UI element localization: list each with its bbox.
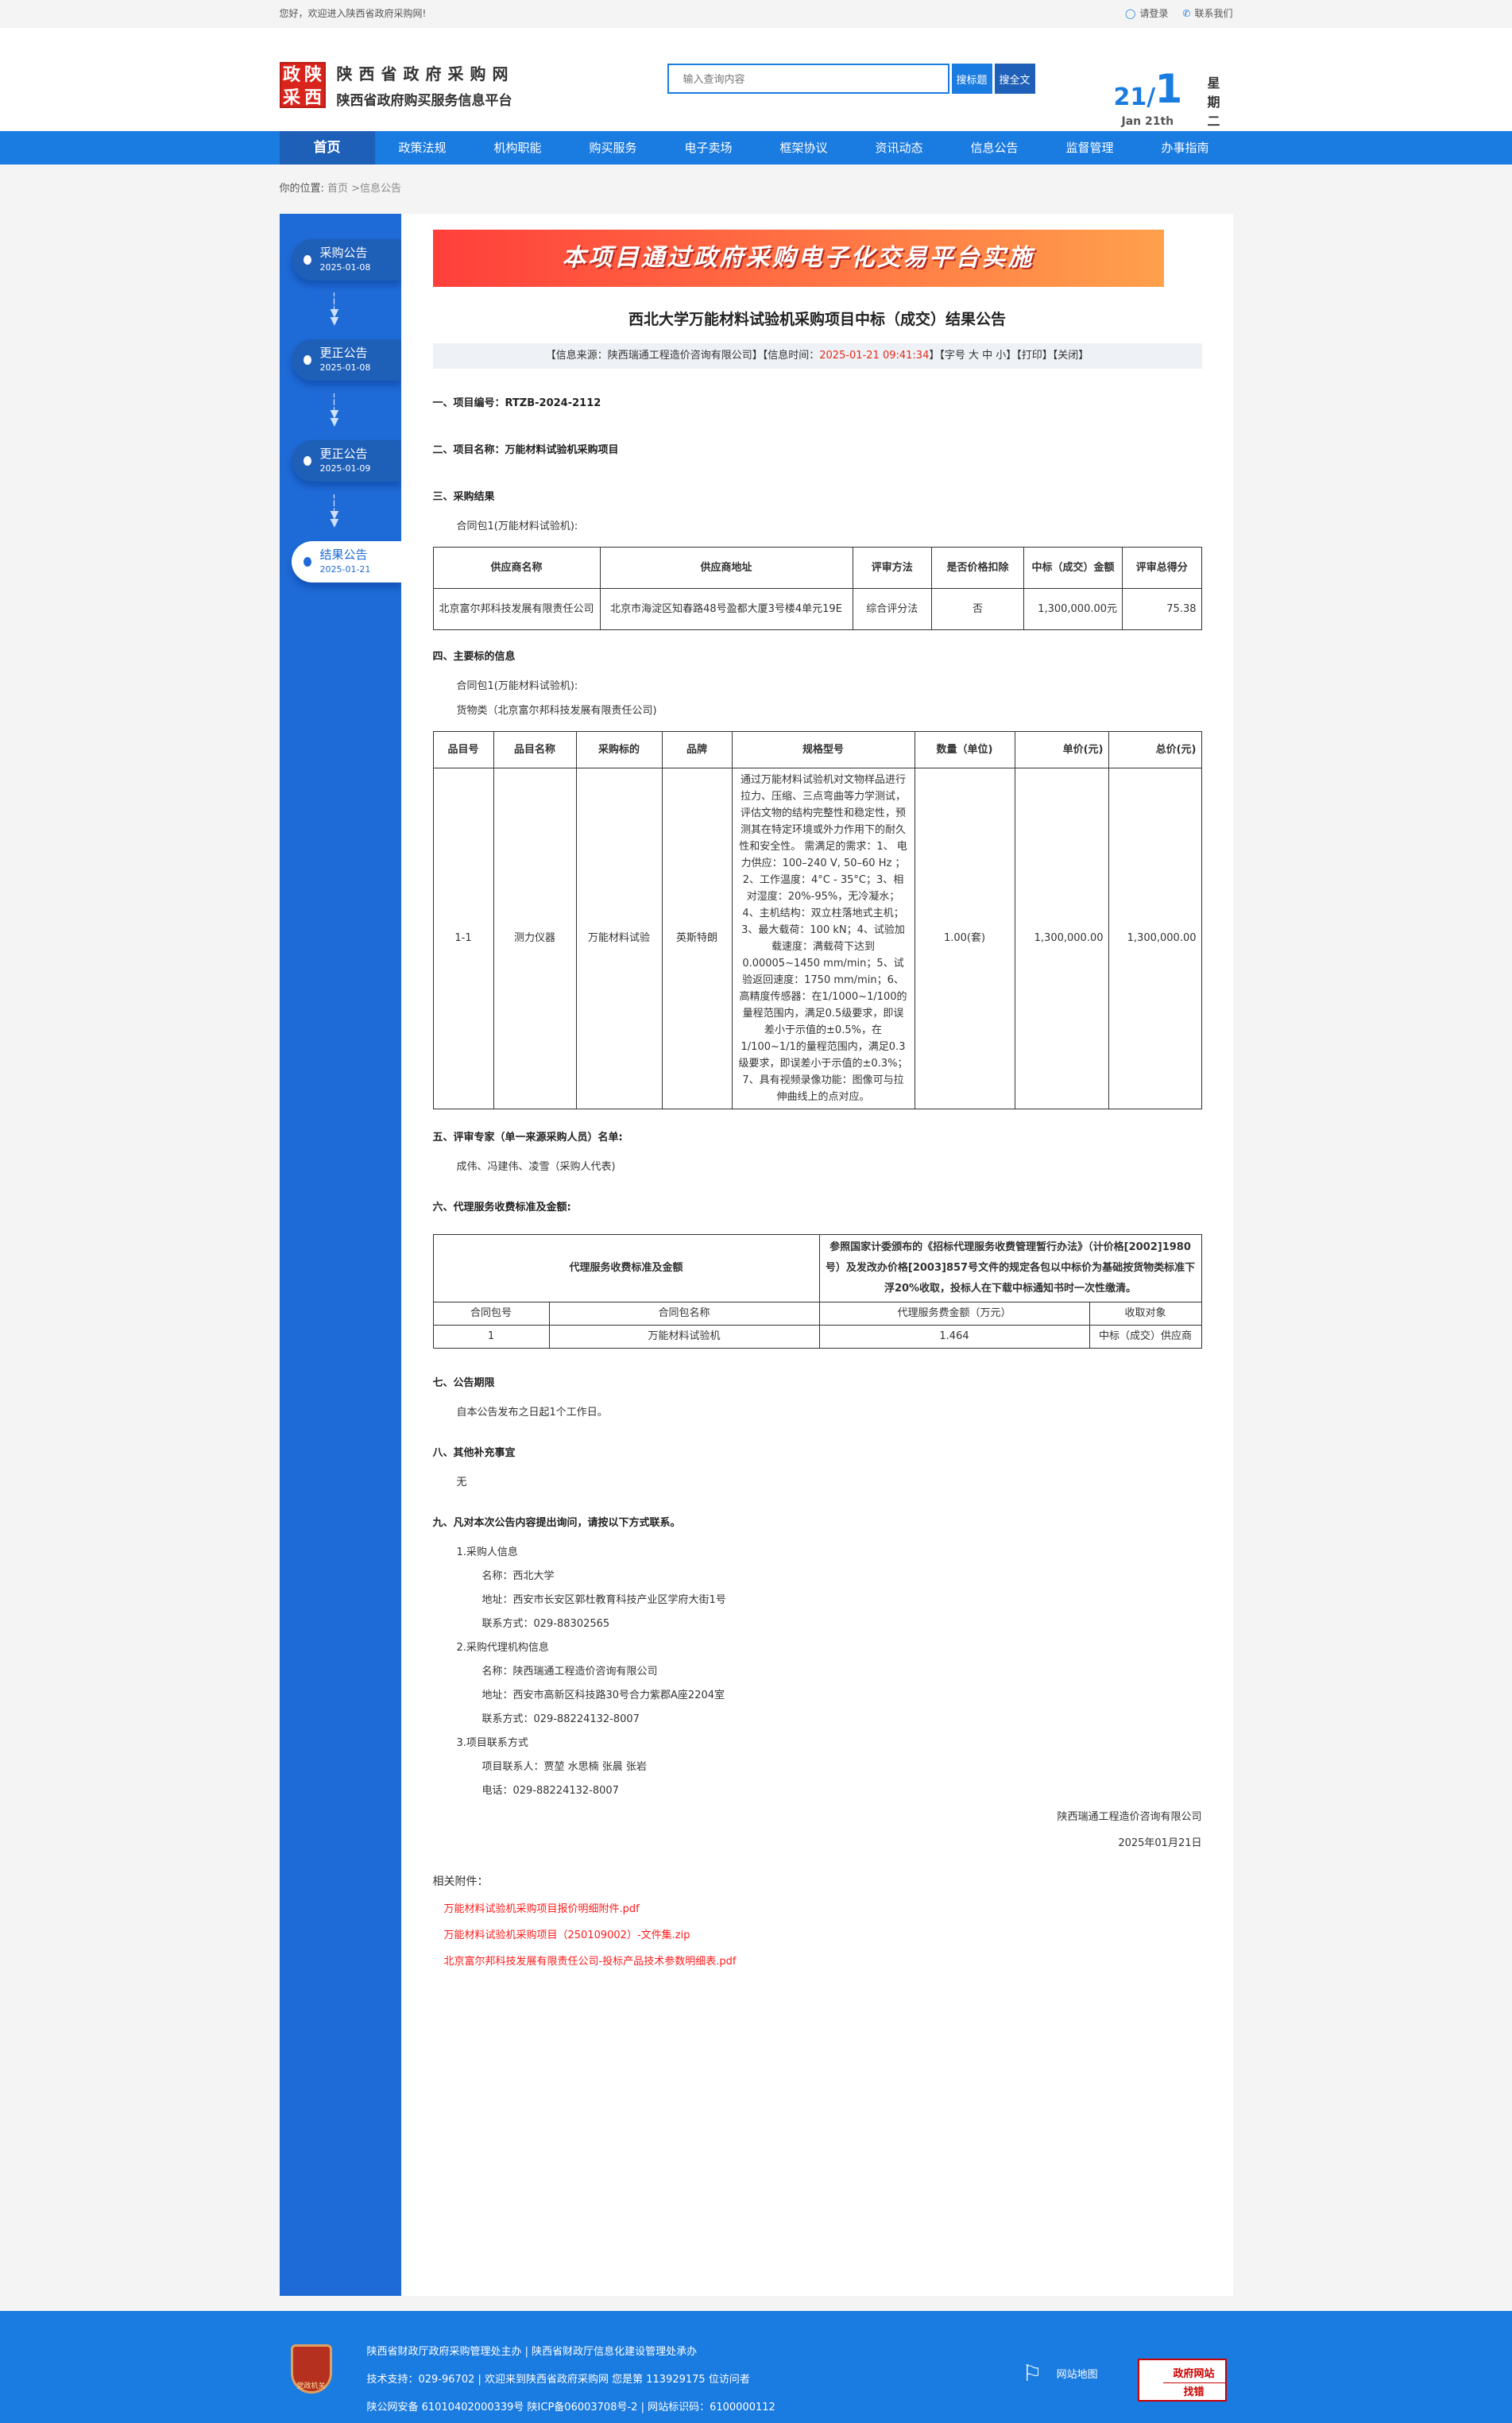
weekday: 星期二 <box>1207 75 1220 129</box>
item-table: 品目号 品目名称 采购标的 品牌 规格型号 数量（单位) 单价(元) 总价(元) 1-1 测力仪… <box>432 731 1202 1109</box>
phone-icon: ✆ <box>1182 8 1191 19</box>
arrow-down-icon: ¦ ¦ ▼ ▼ <box>330 392 339 428</box>
table-row: 北京富尔邦科技发展有限责任公司 北京市海淀区知春路48号盈都大厦3号楼4单元19E… <box>432 588 1202 630</box>
page-title: 西北大学万能材料试验机采购项目中标（成交）结果公告 <box>628 311 1006 328</box>
nav-supervision[interactable]: 监督管理 <box>1065 141 1114 155</box>
platform-banner: 本项目通过政府采购电子化交易平台实施 <box>432 230 1164 287</box>
user-icon: ◯ <box>1124 8 1136 19</box>
login-link[interactable]: ◯ 请登录 <box>1125 0 1168 28</box>
section-8: 八、其他补充事宜 <box>432 1447 516 1459</box>
contact-info: 1.采购人信息 名称：西北大学 地址：西安市长安区郭杜教育科技产业区学府大街1号联… <box>456 1546 726 1797</box>
timeline-item[interactable]: 采购公告 2025-01-08 <box>291 239 401 281</box>
nav-notices[interactable]: 信息公告 <box>970 141 1019 155</box>
nav-org[interactable]: 机构职能 <box>493 141 542 155</box>
signature-org: 陕西瑞通工程造价咨询有限公司 <box>1057 1811 1202 1823</box>
timeline-item[interactable]: 更正公告 2025-01-08 <box>291 339 401 381</box>
nav-services[interactable]: 购买服务 <box>589 141 637 155</box>
attachments: 相关附件： 万能材料试验机采购项目报价明细附件.pdf 万能材料试验机采购项目（… <box>433 1873 1202 1968</box>
timeline-item-current[interactable]: 结果公告 2025-01-21 <box>291 541 401 583</box>
table-row: 1 万能材料试验机 1.464 中标（成交）供应商 <box>432 1325 1202 1349</box>
section-2: 二、项目名称：万能材料试验机采购项目 <box>432 444 619 456</box>
search-input[interactable] <box>667 64 949 94</box>
breadcrumb: 你的位置: 首页 >信息公告 <box>279 183 402 195</box>
info-time: 2025-01-21 09:41:34 <box>819 350 930 362</box>
nav-news[interactable]: 资讯动态 <box>875 141 923 155</box>
timeline-sidebar: 采购公告 2025-01-08 ¦ ¦ ▼ ▼ 更正公告 2025-01-08 ¦ ¦ ▼ ▼ … <box>279 214 401 2296</box>
search-bar: 搜标题 搜全文 <box>667 64 1035 94</box>
nav-guide[interactable]: 办事指南 <box>1161 141 1209 155</box>
top-bar: 您好，欢迎进入陕西省政府采购网! ◯ 请登录 ✆ 联系我们 <box>0 0 1512 28</box>
contact-link[interactable]: ✆ 联系我们 <box>1182 0 1232 28</box>
main-nav: 首页 政策法规 机构职能 购买服务 电子卖场 框架协议 资讯动态 信息公告 监督… <box>0 131 1512 165</box>
section-6: 六、代理服务收费标准及金额: <box>432 1202 571 1213</box>
dot-icon <box>303 557 311 567</box>
nav-home[interactable]: 首页 <box>279 131 375 165</box>
site-name: 陕西省政府采购网 <box>336 64 515 83</box>
gov-error-report-button[interactable]: 政府网站 找错 <box>1137 2359 1227 2402</box>
dot-icon <box>303 355 311 365</box>
attachment-link[interactable]: 北京富尔邦科技发展有限责任公司-投标产品技术参数明细表.pdf <box>443 1956 737 1968</box>
nav-emall[interactable]: 电子卖场 <box>684 141 733 155</box>
notice-content: 本项目通过政府采购电子化交易平台实施 西北大学万能材料试验机采购项目中标（成交）… <box>400 214 1233 2296</box>
footer: 党政机关 陕西省财政厅政府采购管理处主办 | 陕西省财政厅信息化建设管理处承办 … <box>0 2311 1512 2423</box>
search-fulltext-button[interactable]: 搜全文 <box>994 64 1035 94</box>
site-logo[interactable]: 政陕采西 陕西省政府采购网 陕西省政府购买服务信息平台 <box>279 61 515 109</box>
section-4: 四、主要标的信息 <box>432 651 516 663</box>
attachment-link[interactable]: 万能材料试验机采购项目报价明细附件.pdf <box>443 1903 640 1915</box>
package-label: 合同包1(万能材料试验机): <box>456 521 578 532</box>
arrow-down-icon: ¦ ¦ ▼ ▼ <box>330 493 339 529</box>
date-english: Jan 21th <box>1121 115 1174 128</box>
table-row: 1-1 测力仪器 万能材料试验 英斯特朗 通过万能材料试验机对文物样品进行拉力、压缩、三… <box>432 768 1202 1109</box>
search-title-button[interactable]: 搜标题 <box>951 64 992 94</box>
section-1: 一、项目编号：RTZB-2024-2112 <box>432 397 601 409</box>
dot-icon <box>303 255 311 265</box>
site-subtitle: 陕西省政府购买服务信息平台 <box>336 93 512 109</box>
party-emblem-icon: 党政机关 <box>290 2344 332 2394</box>
breadcrumb-path[interactable]: 首页 >信息公告 <box>327 183 402 195</box>
arrow-down-icon: ¦ ¦ ▼ ▼ <box>330 291 339 327</box>
map-icon: ⚐ <box>1022 2360 1042 2386</box>
signature-date: 2025年01月21日 <box>1118 1837 1202 1849</box>
info-tools[interactable]: 】【字号 大 中 小】【打印】【关闭】 <box>929 350 1089 362</box>
dot-icon <box>303 456 311 466</box>
section-5: 五、评审专家（单一来源采购人员）名单: <box>432 1132 623 1144</box>
sitemap-link[interactable]: ⚐ 网站地图 <box>1022 2360 1098 2386</box>
logo-seal: 政陕采西 <box>279 62 326 108</box>
date-widget: 21/ 1 Jan 21th 星期二 <box>1113 66 1225 139</box>
section-3: 三、采购结果 <box>432 491 495 503</box>
nav-policy[interactable]: 政策法规 <box>398 141 447 155</box>
section-7: 七、公告期限 <box>432 1377 495 1389</box>
section-9: 九、凡对本次公告内容提出询问，请按以下方式联系。 <box>432 1517 681 1529</box>
fee-table: 代理服务收费标准及金额 参照国家计委颁布的《招标代理服务收费管理暂行办法》（计价格… <box>432 1234 1202 1349</box>
date-month: 1 <box>1154 66 1183 112</box>
welcome-text: 您好，欢迎进入陕西省政府采购网! <box>279 8 427 19</box>
timeline-item[interactable]: 更正公告 2025-01-09 <box>291 440 401 482</box>
nav-framework[interactable]: 框架协议 <box>779 141 828 155</box>
date-day: 21/ <box>1113 83 1156 111</box>
info-bar: 【信息来源：陕西瑞通工程造价咨询有限公司】【信息时间：2025-01-21 09… <box>432 343 1202 369</box>
result-table: 供应商名称 供应商地址 评审方法 是否价格扣除 中标（成交）金额 评审总得分 北京富尔邦科… <box>432 547 1202 630</box>
expert-names: 成伟、冯建伟、凌雪（采购人代表) <box>456 1161 616 1173</box>
attachment-link[interactable]: 万能材料试验机采购项目（250109002）-文件集.zip <box>443 1929 690 1941</box>
